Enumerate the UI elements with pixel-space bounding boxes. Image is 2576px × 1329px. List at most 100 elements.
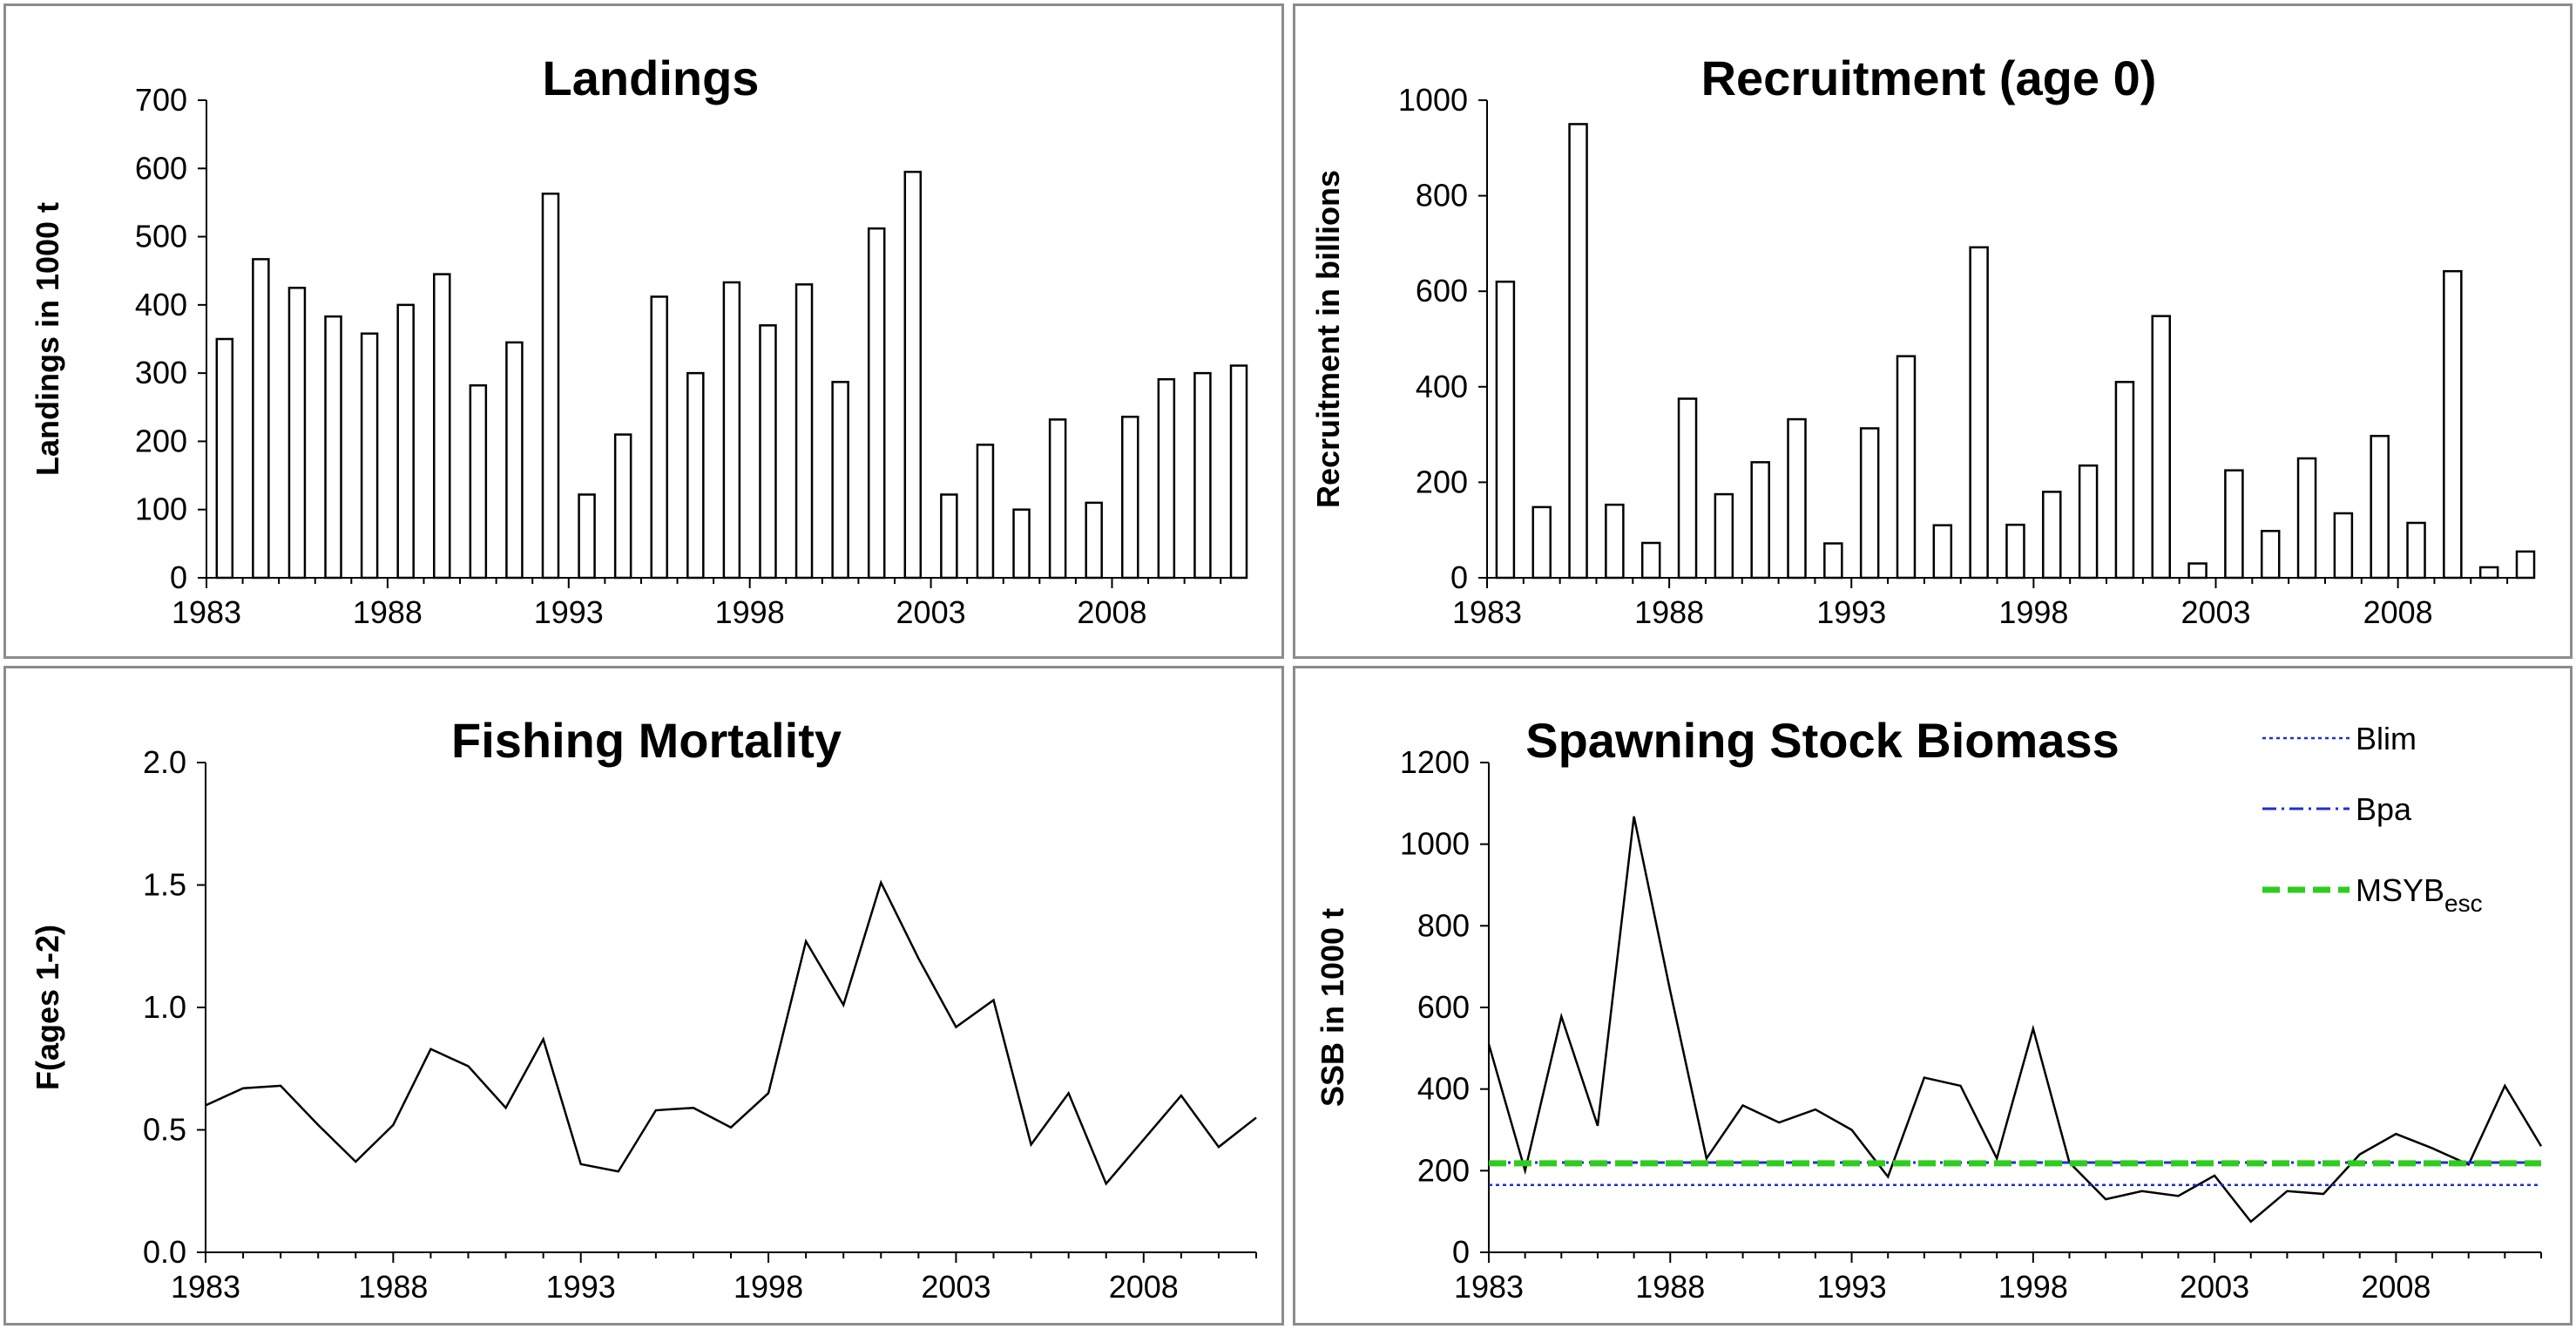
bar-1983 — [1495, 280, 1516, 580]
landings-chart: Landings Landings in 1000 t 0 100 200 300 400 5… — [30, 51, 1248, 630]
y-tick-label: 500 — [135, 219, 187, 254]
bar-1995 — [1932, 524, 1953, 580]
x-tick-label: 2008 — [1077, 594, 1146, 630]
bar-2005 — [2296, 457, 2317, 580]
y-tick-label: 0 — [170, 559, 187, 595]
x-tick-label: 1988 — [353, 594, 423, 630]
bar-2000 — [2114, 381, 2135, 580]
bar-1984 — [252, 258, 270, 580]
x-tick-label: 1988 — [1635, 1269, 1705, 1305]
bar-2011 — [2515, 550, 2536, 580]
bar-2002 — [903, 170, 923, 580]
x-tick-label: 2003 — [896, 594, 966, 630]
bar-1992 — [1823, 542, 1843, 580]
chart-title: Spawning Stock Biomass — [1525, 713, 2120, 768]
y-tick-label: 0.0 — [143, 1234, 186, 1270]
bar-1999 — [2078, 464, 2099, 580]
series-line — [205, 879, 1257, 1186]
y-tick-label: 800 — [1416, 178, 1468, 214]
bar-1999 — [794, 283, 814, 580]
x-tick-label: 1998 — [715, 594, 785, 630]
y-tick-label: 200 — [1416, 464, 1468, 499]
bar-2003 — [2224, 469, 2244, 580]
x-tick-label: 1993 — [534, 594, 604, 630]
y-tick-label: 0 — [1452, 1234, 1470, 1270]
bar-2009 — [1157, 377, 1176, 580]
y-tick-label: 200 — [1417, 1152, 1470, 1188]
x-tick-label: 1998 — [734, 1269, 803, 1305]
bar-1987 — [360, 332, 379, 580]
x-tick-label: 2008 — [1109, 1269, 1179, 1305]
x-tick-label: 1998 — [1998, 1269, 2068, 1305]
y-tick-label: 1.5 — [143, 867, 186, 903]
x-tick-label: 1993 — [546, 1269, 616, 1305]
bar-2010 — [1193, 371, 1212, 580]
x-tick-label: 1993 — [1817, 1269, 1887, 1305]
bar-2001 — [2151, 315, 2172, 580]
bar-2007 — [1085, 501, 1103, 580]
y-tick-label: 0.5 — [143, 1112, 186, 1148]
x-tick-label: 1988 — [358, 1269, 428, 1305]
y-tick-label: 400 — [1417, 1071, 1470, 1107]
bar-2009 — [2443, 269, 2463, 580]
x-tick-label: 2003 — [2180, 594, 2250, 630]
bar-1991 — [505, 341, 524, 580]
y-tick-label: 200 — [135, 423, 187, 458]
bar-1991 — [1787, 417, 1807, 580]
chart-title: Landings — [543, 51, 760, 105]
landings-panel: Landings Landings in 1000 t 0 100 200 300 400 5… — [3, 3, 1284, 659]
bar-1988 — [396, 303, 415, 580]
y-tick-label: 600 — [1416, 273, 1468, 309]
bar-1998 — [759, 324, 777, 580]
series-line-ssb — [1487, 816, 2543, 1224]
bar-2007 — [2370, 434, 2390, 580]
legend-label-msyb: MSYBesc — [2356, 872, 2483, 917]
bar-1986 — [324, 315, 342, 580]
y-tick-label: 400 — [1416, 369, 1468, 404]
y-axis-label: F(ages 1-2) — [30, 925, 65, 1090]
y-tick-label: 1000 — [1398, 82, 1468, 118]
recruitment-panel: Recruitment (age 0) Recruitment in billio… — [1293, 3, 2573, 659]
bar-1997 — [722, 281, 741, 580]
recruitment-chart: Recruitment (age 0) Recruitment in billio… — [1310, 51, 2536, 630]
legend-label-blim: Blim — [2356, 721, 2417, 756]
bar-2002 — [2187, 562, 2208, 580]
y-tick-label: 600 — [135, 150, 187, 186]
bar-1994 — [613, 433, 632, 580]
bar-1993 — [1859, 427, 1880, 580]
bar-1990 — [469, 383, 488, 580]
fishing-mortality-chart: Fishing Mortality F(ages 1-2) 0.0 0.5 1.0 1.5… — [30, 713, 1257, 1305]
legend-label-bpa: Bpa — [2356, 791, 2412, 827]
bar-1996 — [686, 371, 705, 580]
y-tick-label: 1000 — [1400, 826, 1470, 862]
y-tick-label: 800 — [1417, 907, 1470, 943]
chart-title: Fishing Mortality — [451, 713, 842, 768]
x-tick-label: 2003 — [921, 1269, 991, 1305]
bar-1985 — [287, 287, 307, 580]
x-tick-label: 1988 — [1634, 594, 1704, 630]
x-tick-label: 1983 — [1454, 1269, 1524, 1305]
x-tick-label: 1998 — [1998, 594, 2068, 630]
bar-2003 — [940, 493, 958, 580]
y-tick-label: 1.0 — [143, 989, 186, 1025]
bar-1996 — [1969, 246, 1989, 580]
bar-1989 — [433, 273, 451, 580]
y-axis-label: SSB in 1000 t — [1315, 908, 1350, 1107]
y-tick-label: 700 — [135, 82, 187, 118]
bar-2001 — [867, 227, 886, 580]
bar-2011 — [1229, 364, 1248, 580]
bar-2004 — [2260, 530, 2281, 580]
y-tick-label: 400 — [135, 287, 187, 322]
bar-1987 — [1640, 541, 1661, 580]
x-tick-label: 2003 — [2180, 1269, 2249, 1305]
bar-1988 — [1677, 397, 1698, 580]
bar-1993 — [578, 493, 596, 580]
bar-2006 — [1048, 418, 1067, 580]
bar-2005 — [1012, 508, 1031, 580]
bar-2010 — [2478, 566, 2499, 580]
bar-1984 — [1531, 505, 1552, 580]
bar-1998 — [2042, 491, 2062, 580]
bar-1986 — [1605, 503, 1625, 580]
bar-1989 — [1714, 492, 1734, 580]
bar-2008 — [1121, 415, 1139, 580]
